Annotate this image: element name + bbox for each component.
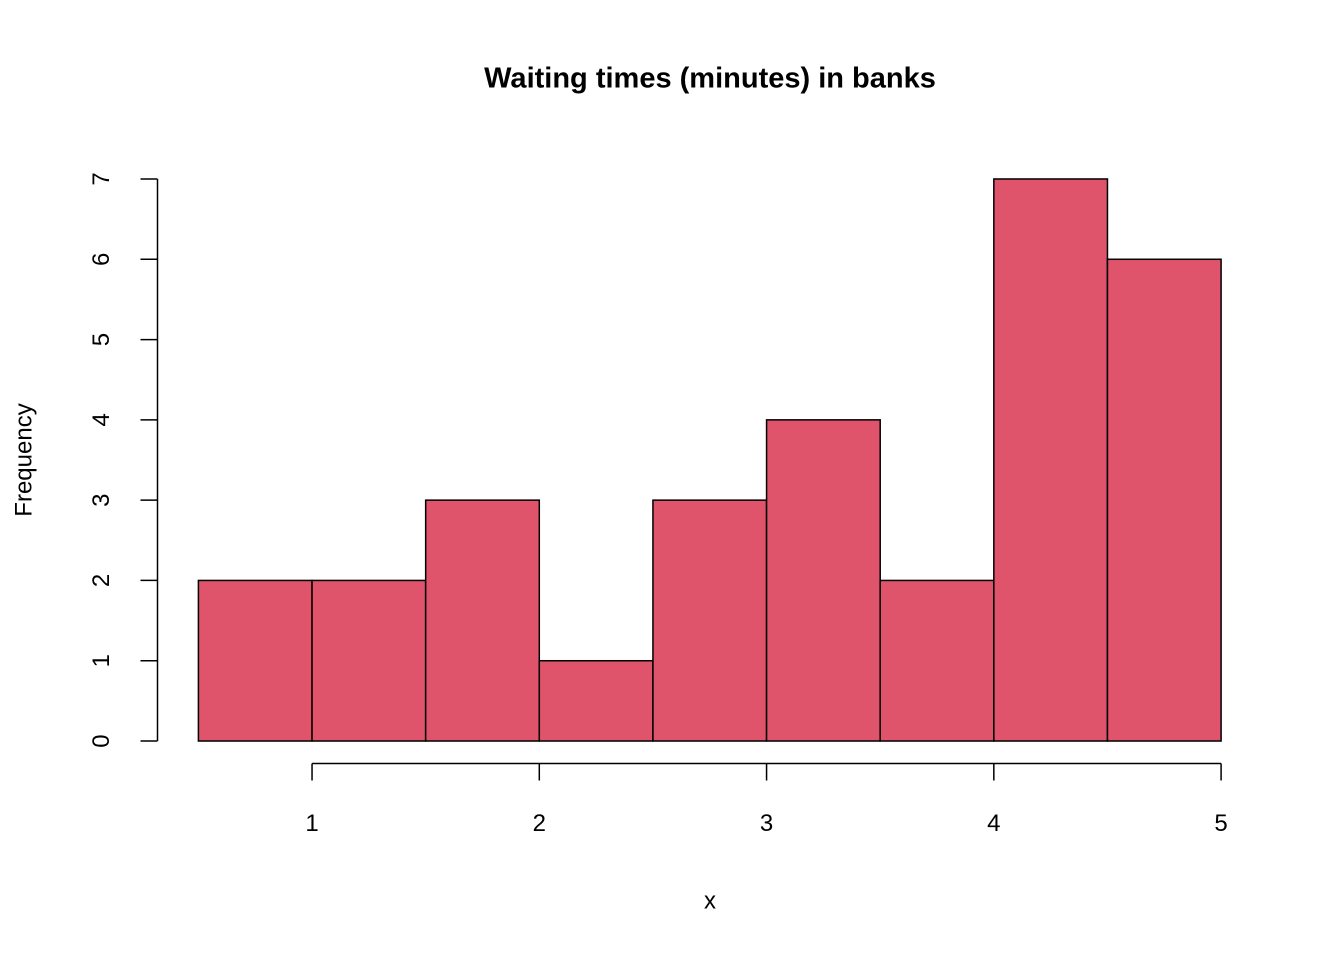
x-tick-label: 5 [1214, 810, 1227, 837]
bar [1106, 258, 1222, 742]
bar [311, 579, 427, 742]
bar [652, 499, 768, 742]
bar [765, 419, 881, 742]
x-axis-label: x [704, 887, 716, 914]
y-tick-label: 4 [88, 413, 115, 426]
y-tick-label: 7 [88, 172, 115, 185]
bar [197, 579, 313, 742]
y-axis-label: Frequency [10, 403, 37, 516]
bar [424, 499, 541, 742]
y-tick-label: 3 [88, 493, 115, 506]
x-tick-label: 2 [533, 810, 546, 837]
y-tick-label: 1 [88, 654, 115, 667]
x-tick-label: 3 [760, 810, 773, 837]
bar [538, 659, 654, 742]
bar [879, 579, 995, 742]
bar [993, 178, 1109, 742]
x-tick-label: 1 [305, 810, 318, 837]
x-tick-label: 4 [987, 810, 1000, 837]
chart-title: Waiting times (minutes) in banks [484, 63, 936, 95]
y-tick-label: 2 [88, 574, 115, 587]
y-tick-label: 0 [88, 734, 115, 747]
y-tick-label: 6 [88, 253, 115, 266]
y-tick-label: 5 [88, 333, 115, 346]
